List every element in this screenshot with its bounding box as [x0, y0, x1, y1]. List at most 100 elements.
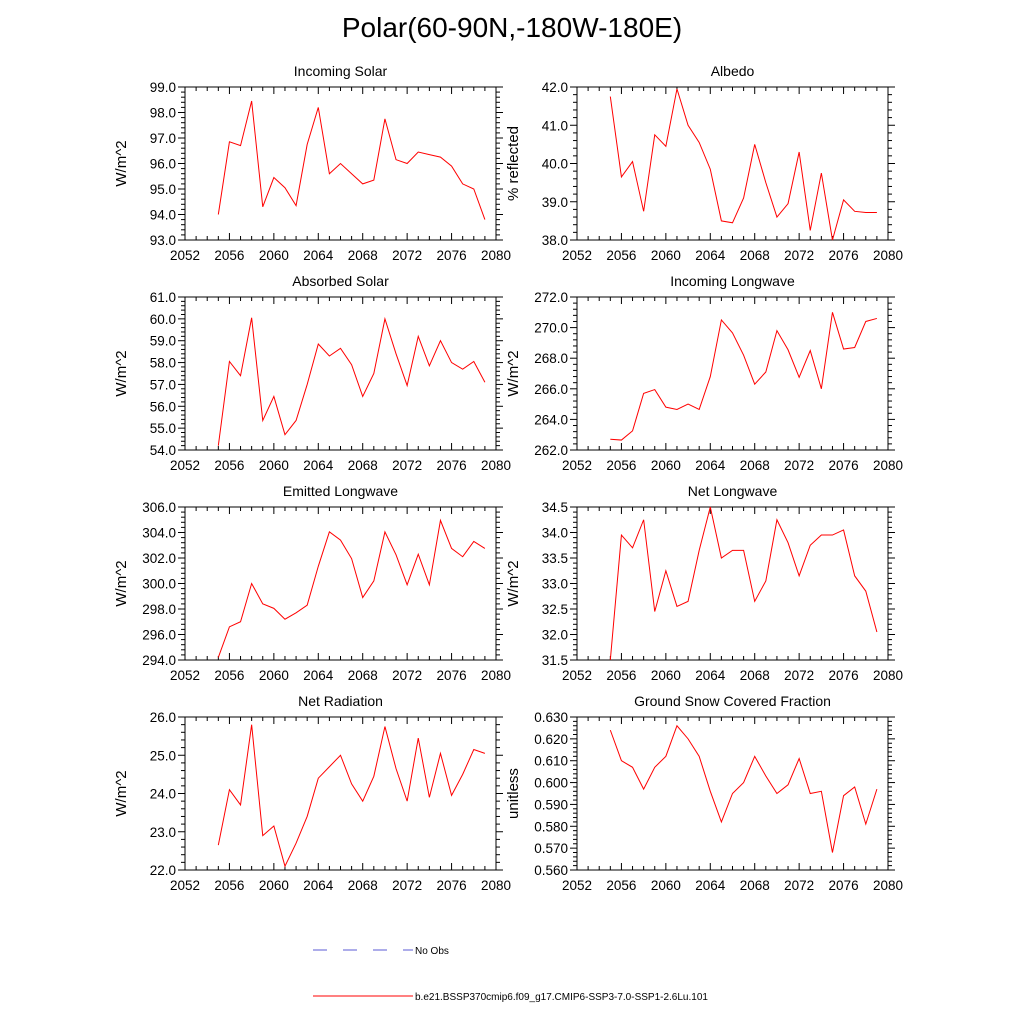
x-tick-label: 2068 [740, 668, 770, 683]
y-tick-label: 42.0 [542, 80, 568, 95]
x-tick-label: 2068 [740, 458, 770, 473]
chart-panel-1: Incoming Solar W/m^2 2052 2056 2060 2064 2068 2… [113, 63, 511, 263]
x-tick-label: 2068 [740, 248, 770, 263]
page-title: Polar(60-90N,-180W-180E) [341, 12, 683, 43]
x-tick-label: 2080 [481, 248, 511, 263]
series-line [609, 88, 877, 241]
series-line [610, 312, 878, 441]
y-tick-label: 272.0 [534, 290, 568, 305]
chart-title: Incoming Longwave [670, 273, 795, 289]
x-tick-label: 2080 [873, 458, 903, 473]
x-tick-label: 2080 [481, 878, 511, 893]
x-tick-label: 2056 [214, 878, 244, 893]
y-tick-label: 0.580 [534, 819, 568, 834]
x-tick-label: 2076 [437, 248, 467, 263]
series-line [217, 518, 486, 658]
chart-panel-4: Incoming Longwave W/m^2 2052 2056 2060 2064 20… [505, 273, 903, 473]
x-tick-label: 2064 [303, 668, 334, 683]
plot-frame [576, 296, 889, 451]
y-axis-label: W/m^2 [113, 560, 130, 606]
chart-title: Emitted Longwave [283, 483, 398, 499]
x-tick-label: 2056 [606, 458, 636, 473]
y-tick-label: 26.0 [150, 710, 176, 725]
y-axis-label: % reflected [505, 126, 522, 201]
y-tick-label: 22.0 [150, 863, 176, 878]
x-tick-label: 2080 [873, 668, 903, 683]
y-tick-label: 0.600 [534, 776, 568, 791]
y-tick-label: 264.0 [534, 412, 568, 427]
series-line [609, 724, 878, 853]
x-tick-label: 2060 [651, 668, 681, 683]
x-tick-label: 2064 [695, 458, 726, 473]
y-tick-label: 0.610 [534, 754, 568, 769]
y-tick-label: 23.0 [150, 825, 176, 840]
y-tick-label: 304.0 [142, 526, 176, 541]
y-tick-label: 58.0 [150, 356, 176, 371]
y-tick-label: 0.620 [534, 732, 568, 747]
series-line [217, 724, 486, 868]
x-tick-label: 2060 [651, 878, 681, 893]
x-tick-label: 2064 [303, 878, 334, 893]
x-tick-label: 2060 [651, 248, 681, 263]
x-tick-label: 2068 [740, 878, 770, 893]
x-tick-label: 2056 [606, 248, 636, 263]
x-tick-label: 2076 [437, 668, 467, 683]
y-tick-label: 54.0 [150, 443, 176, 458]
x-tick-label: 2052 [170, 878, 200, 893]
series-line [217, 316, 486, 446]
y-tick-label: 31.5 [542, 653, 568, 668]
y-tick-label: 34.5 [542, 500, 568, 515]
x-tick-label: 2064 [695, 878, 726, 893]
y-axis-label: W/m^2 [113, 350, 130, 396]
x-tick-label: 2076 [829, 878, 859, 893]
y-tick-label: 0.570 [534, 841, 568, 856]
x-tick-label: 2052 [562, 248, 592, 263]
series-line [217, 100, 486, 220]
x-tick-label: 2068 [348, 458, 378, 473]
chart-title: Incoming Solar [294, 63, 388, 79]
y-tick-label: 39.0 [542, 195, 568, 210]
x-tick-label: 2072 [784, 668, 814, 683]
chart-title: Net Longwave [688, 483, 778, 499]
y-axis-label: unitless [505, 768, 522, 819]
x-tick-label: 2076 [437, 458, 467, 473]
x-tick-label: 2072 [784, 248, 814, 263]
chart-panel-3: Absorbed Solar W/m^2 2052 2056 2060 2064 2068 2… [113, 273, 511, 473]
y-tick-label: 270.0 [534, 321, 568, 336]
y-tick-label: 60.0 [150, 312, 176, 327]
plot-frame [576, 506, 889, 661]
x-tick-label: 2060 [259, 458, 289, 473]
y-tick-label: 97.0 [150, 131, 176, 146]
y-tick-label: 25.0 [150, 748, 176, 763]
x-tick-label: 2064 [695, 668, 726, 683]
y-axis-label: W/m^2 [505, 350, 522, 396]
chart-panel-7: Net Radiation W/m^2 2052 2056 2060 2064 2068 20… [113, 693, 511, 893]
x-tick-label: 2072 [784, 458, 814, 473]
x-tick-label: 2060 [651, 458, 681, 473]
y-tick-label: 262.0 [534, 443, 568, 458]
chart-panel-2: Albedo % reflected 2052 2056 2060 2064 2068 207… [505, 63, 903, 263]
y-axis-label: W/m^2 [113, 140, 130, 186]
y-tick-label: 34.0 [542, 526, 568, 541]
series-line [609, 506, 878, 661]
x-tick-label: 2080 [481, 668, 511, 683]
x-tick-label: 2068 [348, 668, 378, 683]
x-tick-label: 2064 [303, 458, 334, 473]
y-tick-label: 57.0 [150, 377, 176, 392]
x-tick-label: 2072 [392, 458, 422, 473]
x-tick-label: 2076 [829, 668, 859, 683]
x-tick-label: 2056 [606, 878, 636, 893]
y-tick-label: 61.0 [150, 290, 176, 305]
y-tick-label: 96.0 [150, 157, 176, 172]
x-tick-label: 2072 [392, 878, 422, 893]
x-tick-label: 2052 [170, 458, 200, 473]
y-tick-label: 33.5 [542, 551, 568, 566]
y-tick-label: 93.0 [150, 233, 176, 248]
x-tick-label: 2080 [481, 458, 511, 473]
x-tick-label: 2076 [437, 878, 467, 893]
y-tick-label: 41.0 [542, 118, 568, 133]
chart-title: Absorbed Solar [292, 273, 389, 289]
x-tick-label: 2060 [259, 878, 289, 893]
y-tick-label: 294.0 [142, 653, 176, 668]
x-tick-label: 2072 [392, 668, 422, 683]
